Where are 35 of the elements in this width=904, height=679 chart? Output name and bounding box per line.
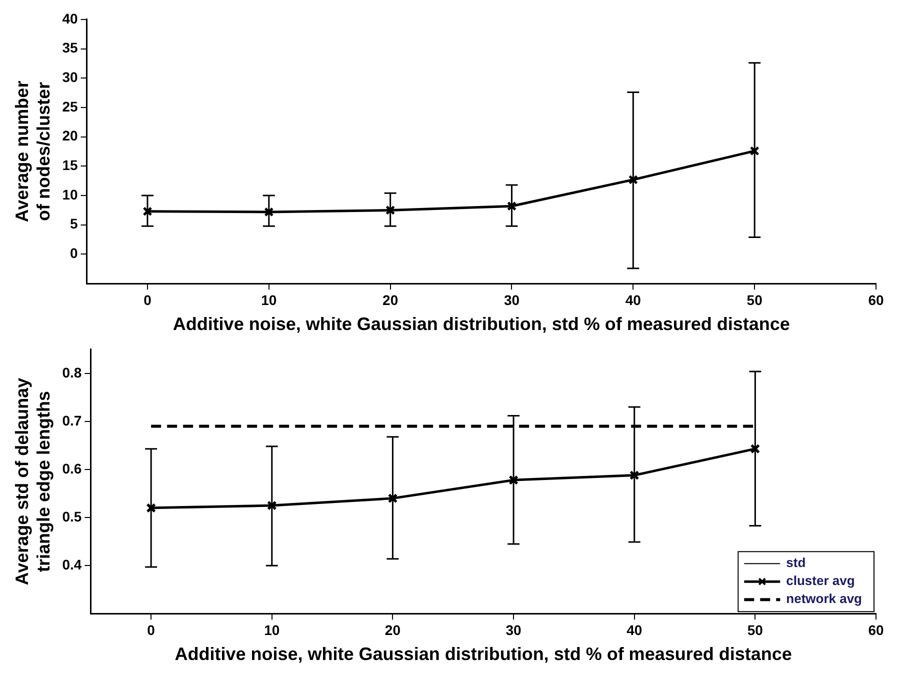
y-tick-label: 0.6: [62, 460, 82, 476]
x-tick-label: 50: [746, 292, 763, 308]
x-tick-label: 20: [382, 292, 398, 308]
legend-label: std: [786, 555, 806, 570]
y-tick-label: 0: [70, 245, 78, 262]
legend-label: cluster avg: [786, 573, 855, 588]
y-tick-label: 30: [62, 68, 78, 85]
y-tick-label: 0.5: [62, 508, 82, 524]
x-tick-label: 60: [868, 292, 884, 308]
x-tick-label: 60: [868, 622, 884, 638]
y-tick-label: 0.4: [62, 556, 82, 572]
x-tick-label: 10: [264, 622, 280, 638]
y-tick-label: 15: [62, 157, 78, 174]
x-tick-label: 30: [504, 292, 520, 308]
y-tick-label: 40: [62, 10, 78, 26]
y-tick-label: 5: [70, 216, 78, 232]
legend-label: network avg: [786, 591, 862, 606]
x-tick-label: 30: [506, 622, 522, 638]
y-tick-label: 20: [62, 128, 78, 144]
x-tick-label: 40: [626, 622, 642, 638]
y-tick-label: 25: [62, 98, 78, 114]
x-tick-label: 0: [144, 292, 152, 308]
x-tick-label: 40: [625, 292, 642, 308]
x-tick-label: 20: [384, 622, 401, 638]
x-axis-title: Additive noise, white Gaussian distribution, std % of measured distance: [174, 644, 792, 664]
y-tick-label: 0.8: [62, 364, 82, 380]
x-axis-title: Additive noise, white Gaussian distribution, std % of measured distance: [172, 314, 790, 334]
x-tick-label: 50: [747, 622, 764, 638]
x-tick-label: 0: [147, 622, 156, 638]
y-tick-label: 0.7: [62, 412, 82, 428]
y-axis-title: Average std of delaunay triangle edge lengths: [12, 378, 54, 586]
y-tick-label: 35: [62, 40, 78, 56]
x-tick-label: 10: [261, 292, 277, 308]
y-axis-title: Average number of nodes/cluster: [12, 80, 54, 222]
y-tick-label: 10: [62, 186, 78, 202]
